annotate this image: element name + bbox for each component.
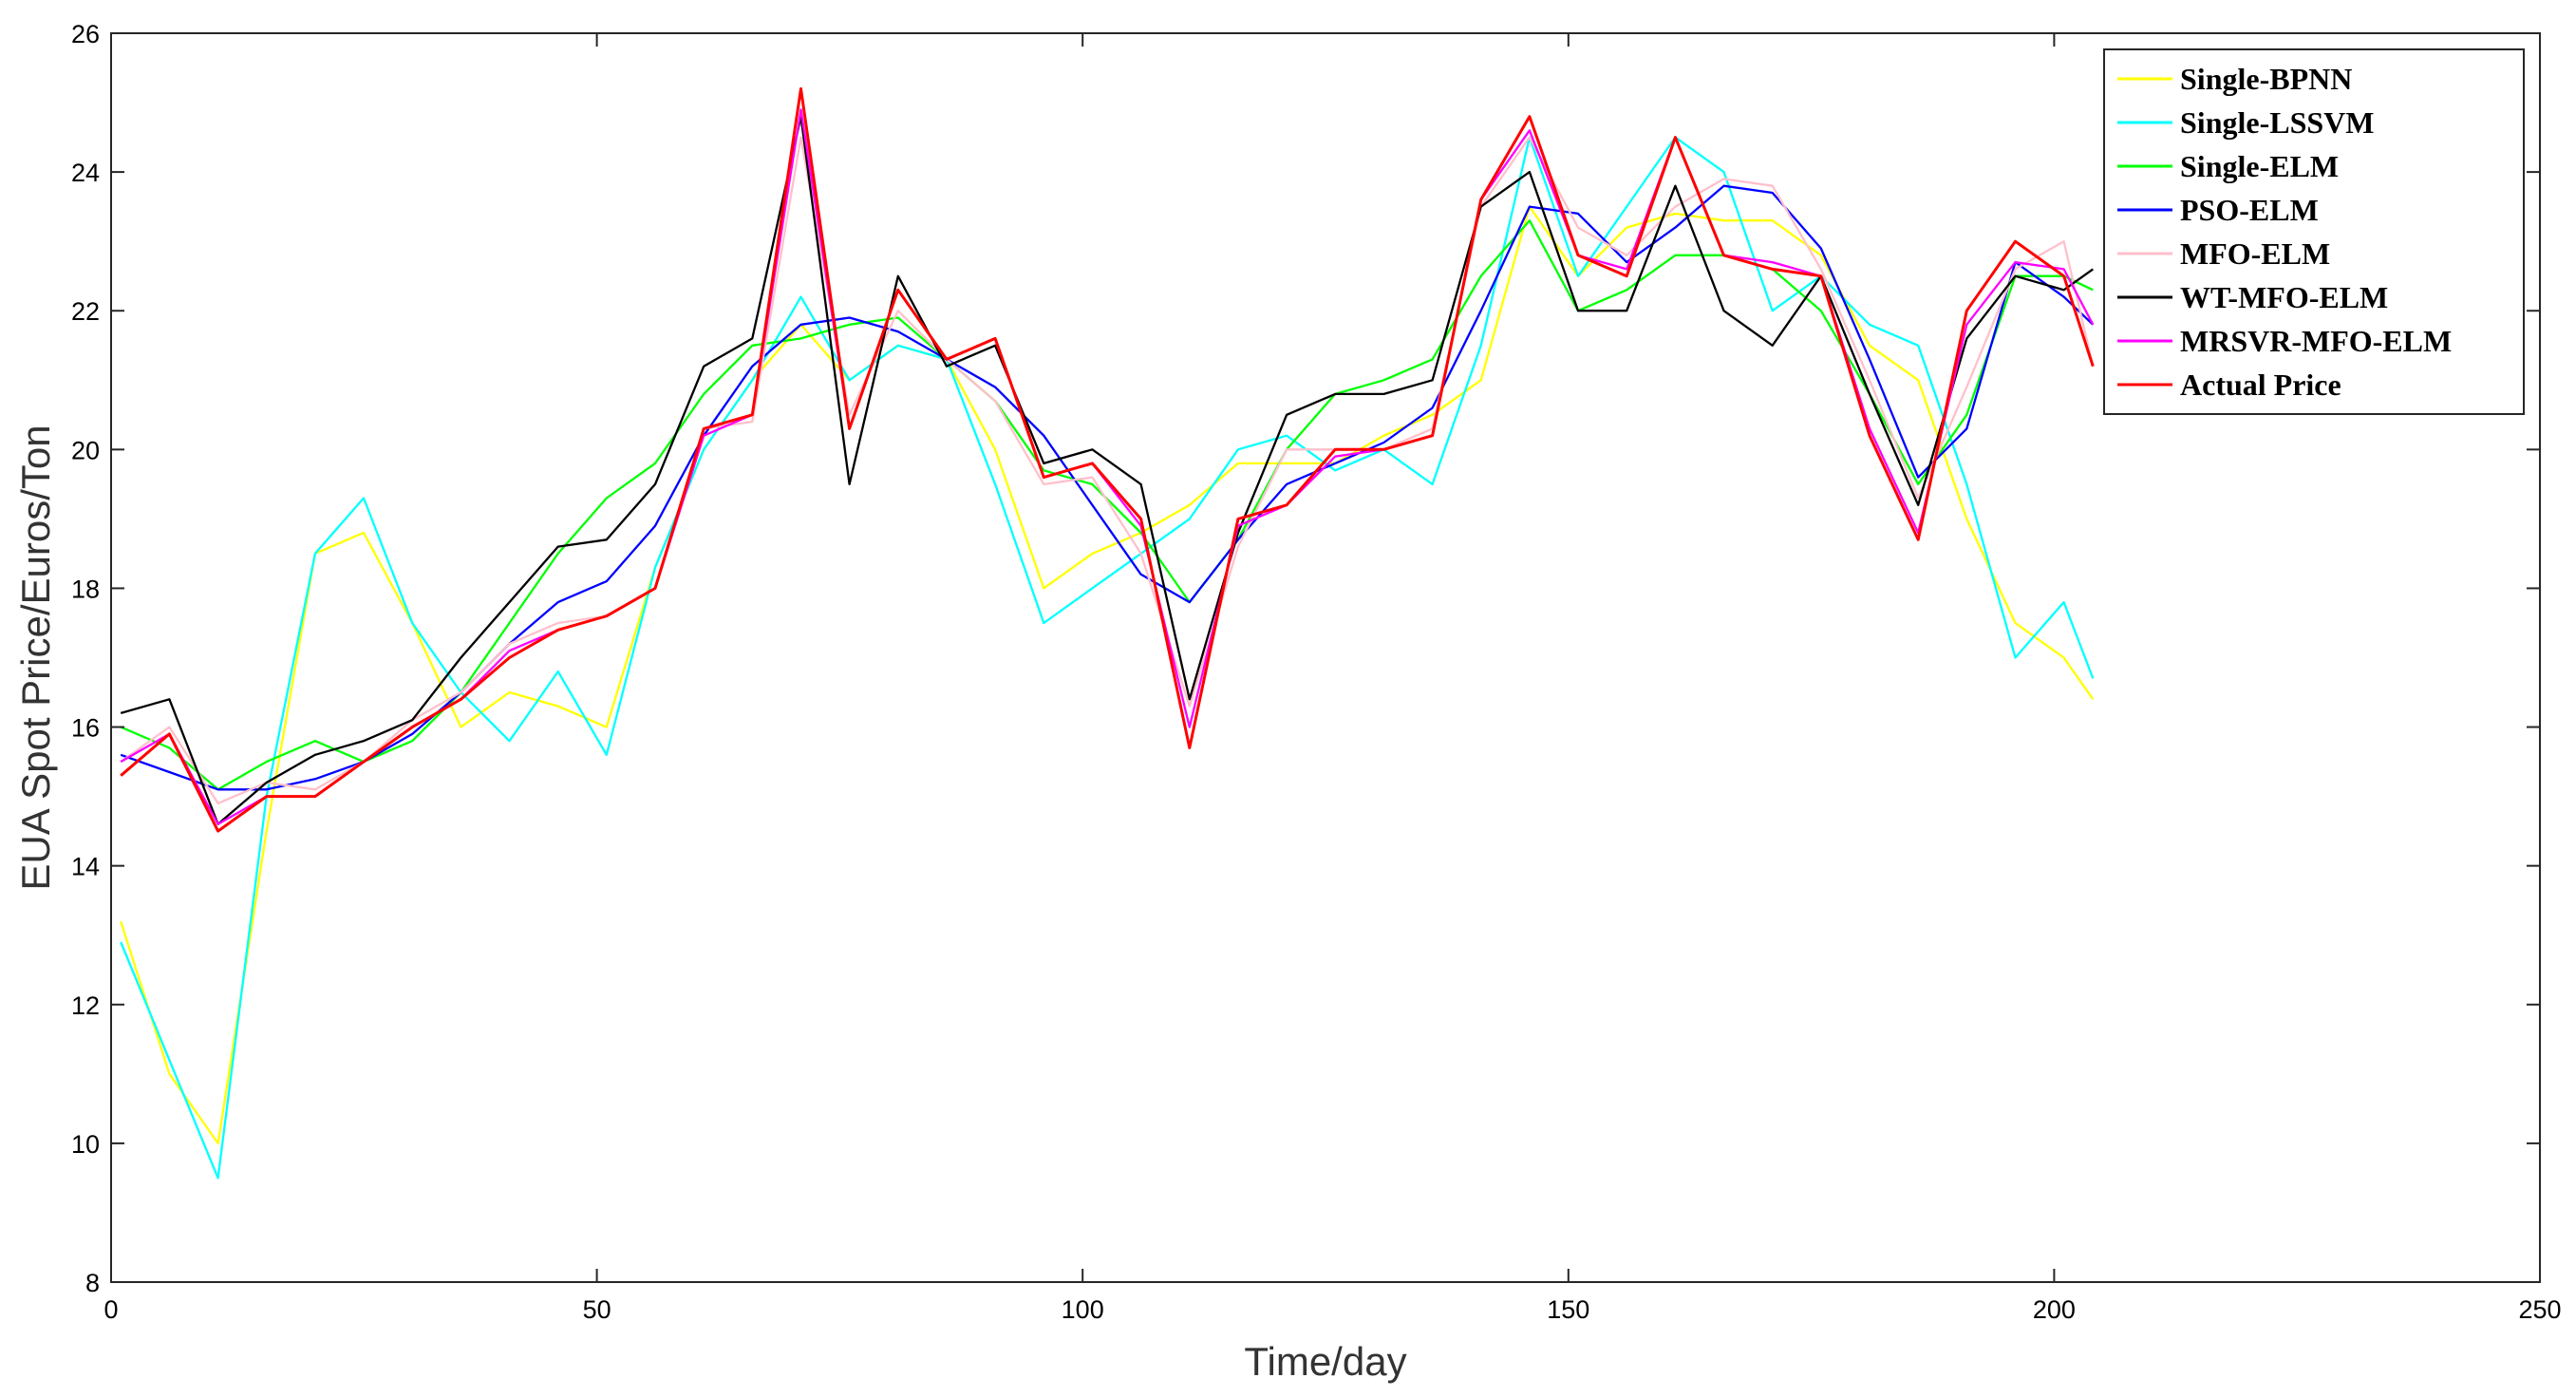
- legend-label: MFO-ELM: [2180, 236, 2330, 271]
- x-tick-label: 150: [1547, 1295, 1589, 1324]
- x-tick-label: 100: [1062, 1295, 1104, 1324]
- legend-box: [2103, 48, 2525, 415]
- y-tick-label: 8: [85, 1269, 100, 1297]
- legend-label: Single-LSSVM: [2180, 105, 2374, 140]
- legend-label: Single-ELM: [2180, 149, 2339, 183]
- y-tick-label: 24: [71, 159, 100, 187]
- y-tick-label: 12: [71, 991, 100, 1020]
- plot-frame: [110, 32, 2541, 1283]
- legend-label: PSO-ELM: [2180, 193, 2319, 227]
- series-line-pso-elm: [120, 184, 2095, 791]
- x-tick-label: 250: [2518, 1295, 2561, 1324]
- x-tick-label: 50: [583, 1295, 611, 1324]
- series-group: [120, 86, 2095, 1180]
- x-tick-label: 0: [103, 1295, 118, 1324]
- axes-group: [110, 32, 2541, 1283]
- legend-label: MRSVR-MFO-ELM: [2180, 324, 2452, 358]
- y-tick-label: 14: [71, 853, 100, 881]
- y-tick-label: 20: [71, 436, 100, 464]
- series-line-mfo-elm: [120, 136, 2095, 805]
- series-line-single-bpnn: [120, 205, 2095, 1145]
- y-axis-label: EUA Spot Price/Euros/Ton: [13, 425, 58, 890]
- series-line-single-elm: [120, 219, 2094, 791]
- legend-label: WT-MFO-ELM: [2180, 280, 2388, 314]
- x-axis-label: Time/day: [1244, 1339, 1406, 1384]
- x-tick-label: 200: [2033, 1295, 2076, 1324]
- y-tick-label: 16: [71, 714, 100, 743]
- series-line-wt-mfo-elm: [120, 115, 2094, 825]
- legend-label: Single-BPNN: [2180, 62, 2352, 96]
- legend: Single-BPNN Single-LSSVM Single-ELM PSO-ELM…: [2103, 48, 2525, 415]
- series-line-actual-price: [120, 86, 2095, 833]
- ticks-group: 0 50 100 150 200 250 8 10 12 14 16 18 20 22 24 26: [71, 20, 2562, 1324]
- y-tick-label: 22: [71, 297, 100, 326]
- y-tick-label: 10: [71, 1130, 100, 1159]
- legend-label: Actual Price: [2180, 368, 2341, 402]
- series-line-single-lssvm: [120, 136, 2095, 1180]
- y-tick-label: 26: [71, 20, 100, 48]
- y-tick-label: 18: [71, 575, 100, 603]
